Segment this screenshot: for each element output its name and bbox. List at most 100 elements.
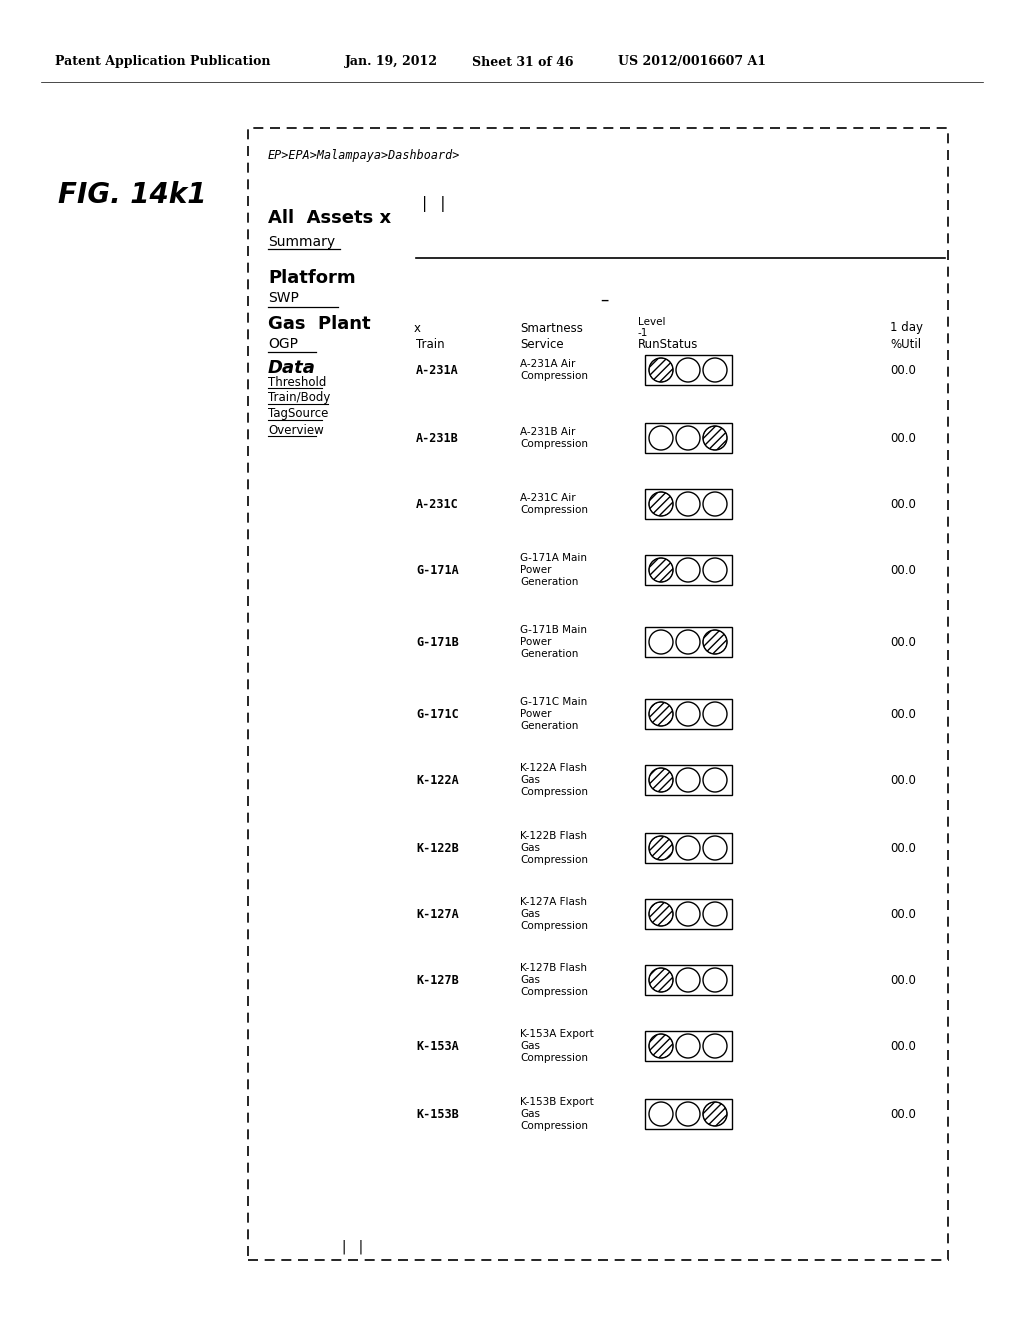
Bar — [644, 627, 731, 657]
Bar — [644, 899, 731, 929]
Text: 00.0: 00.0 — [890, 1107, 915, 1121]
Text: Train/Body: Train/Body — [268, 392, 331, 404]
Text: 00.0: 00.0 — [890, 708, 915, 721]
Text: Generation: Generation — [520, 577, 579, 587]
Circle shape — [649, 768, 673, 792]
Text: Level: Level — [638, 317, 666, 327]
Text: K-153B: K-153B — [416, 1107, 459, 1121]
Text: Compression: Compression — [520, 855, 588, 865]
Text: 00.0: 00.0 — [890, 974, 915, 986]
Text: | |: | | — [340, 1239, 366, 1254]
Text: K-127B: K-127B — [416, 974, 459, 986]
Text: RunStatus: RunStatus — [638, 338, 698, 351]
Circle shape — [676, 630, 700, 653]
Text: Power: Power — [520, 638, 552, 647]
Circle shape — [649, 492, 673, 516]
Text: K-122B: K-122B — [416, 842, 459, 854]
Circle shape — [703, 902, 727, 927]
Text: K-122A: K-122A — [416, 774, 459, 787]
Text: Summary: Summary — [268, 235, 335, 249]
Text: Power: Power — [520, 565, 552, 576]
Text: -1: -1 — [638, 327, 648, 338]
Text: 00.0: 00.0 — [890, 842, 915, 854]
Text: 00.0: 00.0 — [890, 564, 915, 577]
Text: FIG. 14k1: FIG. 14k1 — [58, 181, 207, 209]
Text: x: x — [414, 322, 421, 334]
Circle shape — [649, 1102, 673, 1126]
Text: 00.0: 00.0 — [890, 498, 915, 511]
Circle shape — [676, 836, 700, 861]
Text: 00.0: 00.0 — [890, 635, 915, 648]
Text: EP>EPA>Malampaya>Dashboard>: EP>EPA>Malampaya>Dashboard> — [268, 149, 461, 161]
Circle shape — [703, 426, 727, 450]
Text: Overview: Overview — [268, 424, 324, 437]
Circle shape — [703, 492, 727, 516]
Text: Train: Train — [416, 338, 444, 351]
Bar — [644, 766, 731, 795]
Text: Compression: Compression — [520, 371, 588, 381]
Text: Smartness: Smartness — [520, 322, 583, 334]
Text: G-171B: G-171B — [416, 635, 459, 648]
Text: Gas: Gas — [520, 843, 540, 853]
Text: G-171C: G-171C — [416, 708, 459, 721]
Circle shape — [676, 1102, 700, 1126]
Circle shape — [703, 358, 727, 381]
Circle shape — [703, 1102, 727, 1126]
Text: 00.0: 00.0 — [890, 774, 915, 787]
Circle shape — [676, 558, 700, 582]
Text: Compression: Compression — [520, 987, 588, 997]
Text: G-171C Main: G-171C Main — [520, 697, 587, 708]
Text: K-122A Flash: K-122A Flash — [520, 763, 587, 774]
Circle shape — [676, 358, 700, 381]
Bar — [644, 833, 731, 863]
Circle shape — [703, 702, 727, 726]
Circle shape — [676, 968, 700, 993]
Text: Gas: Gas — [520, 775, 540, 785]
Text: Gas: Gas — [520, 909, 540, 919]
Text: K-127B Flash: K-127B Flash — [520, 964, 587, 973]
Text: Gas  Plant: Gas Plant — [268, 315, 371, 333]
Circle shape — [649, 630, 673, 653]
Circle shape — [676, 426, 700, 450]
Circle shape — [649, 558, 673, 582]
Text: Compression: Compression — [520, 506, 588, 515]
Text: All  Assets x: All Assets x — [268, 209, 391, 227]
Bar — [248, 128, 948, 1261]
Text: Compression: Compression — [520, 1121, 588, 1131]
Circle shape — [703, 768, 727, 792]
Text: Power: Power — [520, 709, 552, 719]
Text: K-122B Flash: K-122B Flash — [520, 832, 587, 841]
Text: Compression: Compression — [520, 787, 588, 797]
Text: SWP: SWP — [268, 290, 299, 305]
Text: K-153B Export: K-153B Export — [520, 1097, 594, 1107]
Text: Data: Data — [268, 359, 315, 378]
Circle shape — [649, 702, 673, 726]
Circle shape — [676, 902, 700, 927]
Text: Gas: Gas — [520, 1041, 540, 1051]
Bar — [644, 422, 731, 453]
Text: US 2012/0016607 A1: US 2012/0016607 A1 — [618, 55, 766, 69]
Circle shape — [703, 558, 727, 582]
Text: Jan. 19, 2012: Jan. 19, 2012 — [345, 55, 438, 69]
Text: Platform: Platform — [268, 269, 355, 286]
Bar — [644, 554, 731, 585]
Text: K-153A Export: K-153A Export — [520, 1030, 594, 1039]
Circle shape — [649, 902, 673, 927]
Circle shape — [649, 836, 673, 861]
Text: G-171A: G-171A — [416, 564, 459, 577]
Text: 00.0: 00.0 — [890, 1040, 915, 1052]
Text: Service: Service — [520, 338, 563, 351]
Text: A-231A: A-231A — [416, 363, 459, 376]
Text: Compression: Compression — [520, 921, 588, 931]
Text: A-231B Air: A-231B Air — [520, 426, 575, 437]
Text: Gas: Gas — [520, 1109, 540, 1119]
Text: K-153A: K-153A — [416, 1040, 459, 1052]
Text: 00.0: 00.0 — [890, 432, 915, 445]
Text: TagSource: TagSource — [268, 408, 329, 421]
Text: Generation: Generation — [520, 649, 579, 659]
Bar — [644, 700, 731, 729]
Text: OGP: OGP — [268, 337, 298, 351]
Text: A-231C Air: A-231C Air — [520, 492, 575, 503]
Text: A-231A Air: A-231A Air — [520, 359, 575, 370]
Text: %Util: %Util — [890, 338, 922, 351]
